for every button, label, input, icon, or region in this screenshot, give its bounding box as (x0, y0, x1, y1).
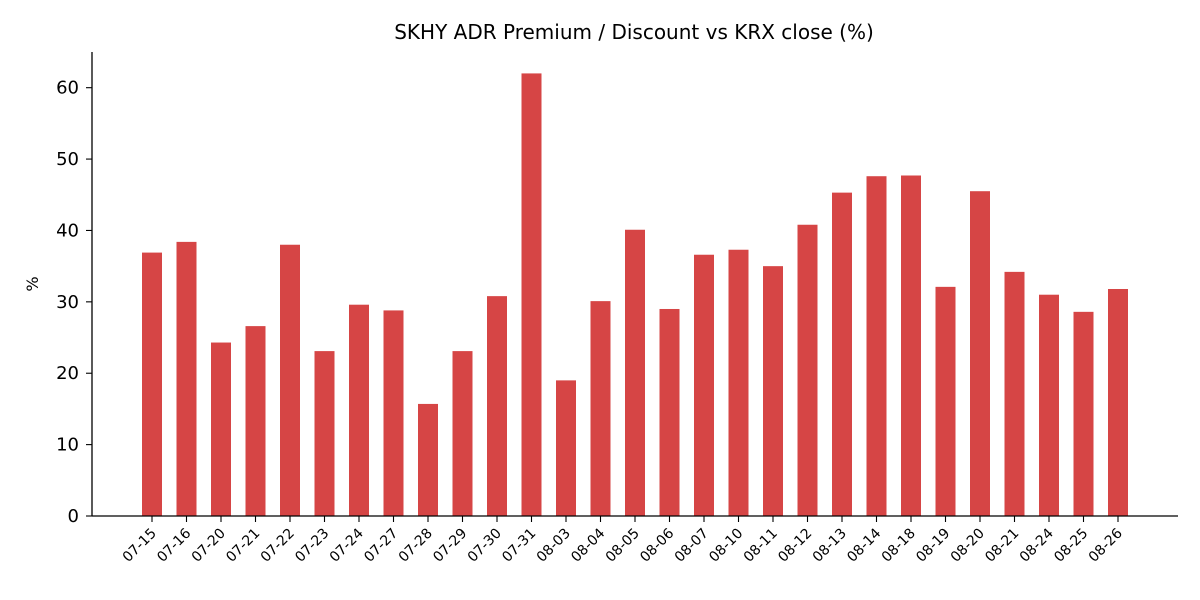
x-tick-label: 08-04 (568, 525, 608, 565)
x-tick-label: 08-11 (741, 526, 781, 566)
x-tick-label: 08-21 (982, 526, 1022, 566)
bar-08-19 (935, 286, 956, 516)
x-tick-label: 07-27 (361, 526, 401, 566)
x-tick-label: 07-15 (120, 526, 160, 566)
bar-08-12 (797, 224, 818, 516)
bar-08-11 (763, 266, 783, 516)
bar-07-20 (211, 342, 231, 516)
x-tick-label: 08-05 (603, 526, 643, 566)
x-tick-label: 07-29 (430, 526, 470, 566)
bar-07-24 (349, 304, 369, 516)
x-tick-label: 08-19 (913, 526, 953, 566)
bar-08-14 (866, 176, 887, 516)
chart-title: SKHY ADR Premium / Discount vs KRX close… (394, 20, 874, 44)
x-tick-label: 07-21 (223, 526, 263, 566)
x-tick-label: 08-06 (637, 525, 677, 565)
bar-08-21 (1004, 271, 1025, 516)
bar-07-29 (452, 351, 473, 516)
bar-08-03 (556, 380, 576, 516)
x-tick-label: 08-13 (810, 526, 850, 566)
y-tick-label: 0 (68, 506, 79, 527)
x-tick-label: 07-23 (292, 526, 332, 566)
bar-07-23 (314, 351, 335, 516)
x-tick-label: 08-24 (1017, 525, 1057, 565)
bar-08-20 (970, 191, 990, 516)
y-tick-label: 20 (56, 363, 79, 384)
bar-07-27 (383, 310, 404, 516)
bar-08-04 (590, 301, 611, 516)
y-tick-label: 50 (56, 149, 79, 170)
x-tick-label: 08-12 (775, 526, 815, 566)
x-tick-label: 07-31 (499, 526, 539, 566)
bar-07-28 (418, 403, 438, 516)
bar-08-25 (1073, 311, 1094, 516)
bar-07-15 (142, 252, 162, 517)
bar-07-30 (487, 296, 507, 516)
x-tick-label: 07-28 (396, 526, 436, 566)
bar-07-21 (245, 326, 266, 516)
x-tick-label: 08-10 (706, 526, 746, 566)
bar-08-18 (901, 175, 921, 516)
bar-07-31 (521, 73, 542, 517)
x-tick-label: 07-16 (154, 525, 194, 565)
bar-08-05 (625, 229, 645, 517)
x-tick-label: 08-25 (1051, 526, 1091, 566)
x-tick-label: 08-20 (948, 526, 988, 566)
x-tick-label: 08-18 (879, 526, 919, 566)
bars-group (142, 73, 1128, 517)
x-tick-label: 08-14 (844, 525, 884, 565)
x-tick-label: 08-26 (1086, 525, 1126, 565)
y-tick-label: 30 (56, 292, 79, 313)
y-tick-label: 10 (56, 435, 79, 456)
bar-08-06 (659, 308, 680, 516)
x-tick-label: 07-24 (327, 525, 367, 565)
bar-08-13 (832, 192, 852, 516)
x-tick-label: 07-20 (189, 526, 229, 566)
bar-08-10 (728, 249, 749, 516)
bar-08-26 (1108, 288, 1128, 516)
bar-07-22 (280, 244, 300, 516)
bar-08-07 (694, 254, 714, 517)
bar-08-24 (1039, 294, 1059, 516)
y-tick-label: 60 (56, 78, 79, 99)
x-tick-label: 08-03 (534, 526, 574, 566)
y-axis: 0 10 20 30 40 50 60 (56, 52, 93, 527)
bar-07-16 (176, 241, 197, 517)
x-axis: 07-1507-1607-2007-2107-2207-2307-2407-27… (92, 515, 1178, 566)
y-tick-label: 40 (56, 220, 79, 241)
x-tick-label: 07-22 (258, 526, 298, 566)
y-axis-label: % (23, 276, 42, 291)
x-tick-label: 07-30 (465, 526, 505, 566)
x-tick-label: 08-07 (672, 526, 712, 566)
